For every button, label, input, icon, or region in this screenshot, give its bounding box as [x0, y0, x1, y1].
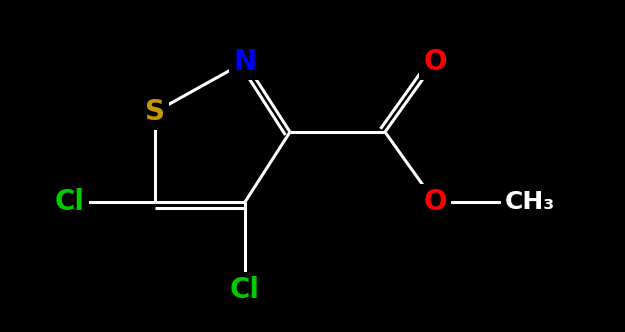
Text: O: O: [423, 188, 447, 216]
Text: Cl: Cl: [230, 276, 260, 304]
Text: CH₃: CH₃: [505, 190, 555, 214]
Text: N: N: [234, 48, 257, 76]
Text: Cl: Cl: [55, 188, 85, 216]
Text: O: O: [423, 48, 447, 76]
Text: S: S: [145, 98, 165, 126]
